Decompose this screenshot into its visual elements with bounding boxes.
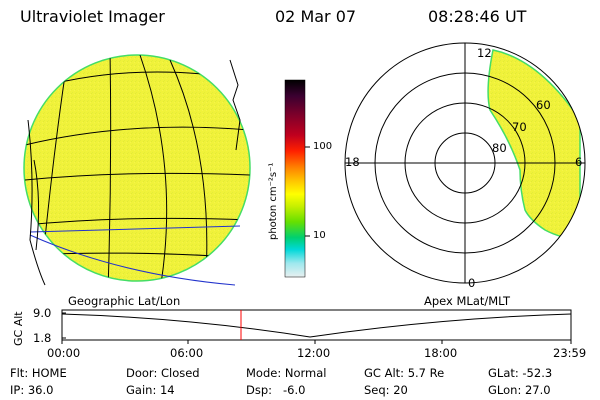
instrument-title: Ultraviolet Imager <box>20 7 165 26</box>
status-glon: GLon: 27.0 <box>488 383 551 397</box>
status-gain: Gain: 14 <box>126 383 175 397</box>
timeline-ytick-low: 1.8 <box>33 331 52 345</box>
uv-emission-disk <box>23 54 251 282</box>
timeline-xtick-1200: 12:00 <box>297 346 331 360</box>
status-dsp: Dsp: -6.0 <box>246 383 306 397</box>
mlt-label-12: 12 <box>477 46 492 60</box>
status-seq: Seq: 20 <box>364 383 408 397</box>
date-label: 02 Mar 07 <box>275 7 357 26</box>
lat-label-70: 70 <box>512 120 527 134</box>
mlt-label-6: 6 <box>575 155 583 169</box>
altitude-curve <box>61 313 572 338</box>
timeline-xtick-0600: 06:00 <box>170 346 204 360</box>
lat-label-60: 60 <box>536 98 551 112</box>
coastline <box>229 59 241 151</box>
timeline-ylabel: GC Alt <box>12 311 25 346</box>
status-gc-alt: GC Alt: 5.7 Re <box>364 366 445 380</box>
status-door: Door: Closed <box>126 366 200 380</box>
timeline-xtick-0000: 00:00 <box>47 346 81 360</box>
status-mode: Mode: Normal <box>246 366 327 380</box>
time-label: 08:28:46 UT <box>428 7 527 26</box>
timeline-xtick-2359: 23:59 <box>553 346 587 360</box>
status-ip: IP: 36.0 <box>10 383 54 397</box>
status-glat: GLat: -52.3 <box>488 366 553 380</box>
geographic-label: Geographic Lat/Lon <box>68 294 181 308</box>
mlt-label-0: 0 <box>468 276 476 290</box>
terminator-line <box>29 234 236 286</box>
colorbar-tick-100: 100 <box>313 141 333 152</box>
apex-label: Apex MLat/MLT <box>424 294 511 308</box>
mlt-label-18: 18 <box>345 155 360 169</box>
colorbar-tick-10: 10 <box>313 230 326 241</box>
status-flt: Flt: HOME <box>10 366 67 380</box>
timeline-xtick-1800: 18:00 <box>424 346 458 360</box>
lat-label-80: 80 <box>492 141 507 155</box>
timeline-ytick-high: 9.0 <box>33 306 52 320</box>
